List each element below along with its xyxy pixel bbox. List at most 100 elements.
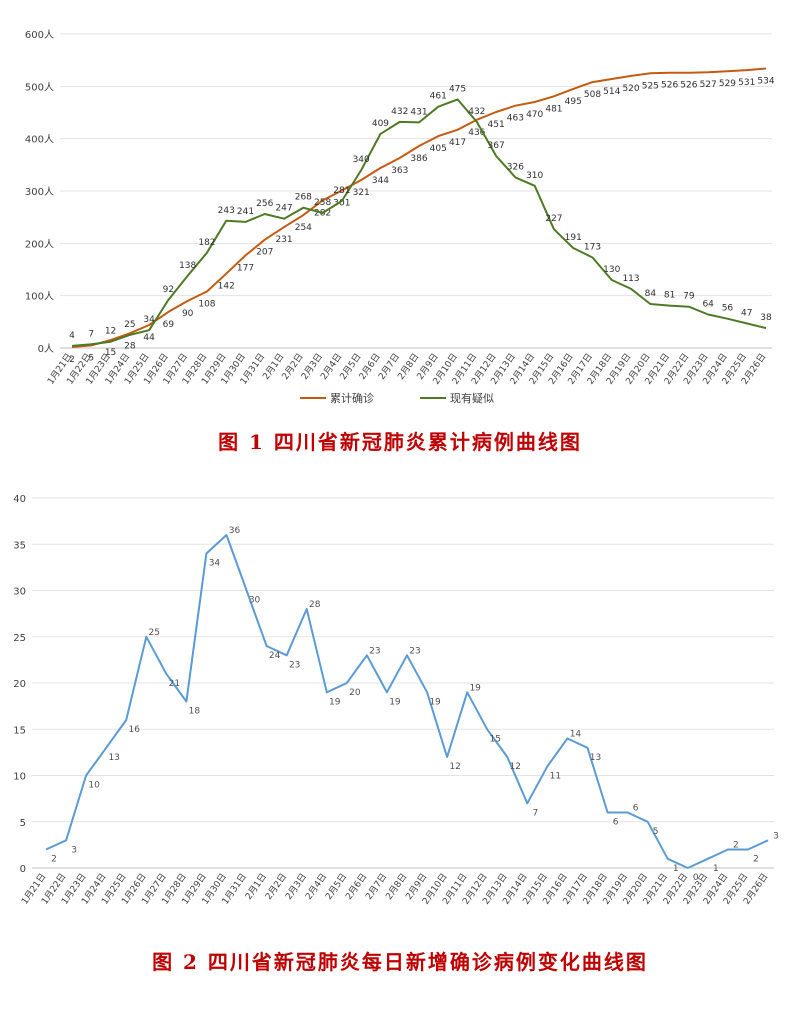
data-label: 268	[295, 193, 312, 203]
data-label: 19	[429, 697, 441, 707]
data-label: 526	[680, 81, 697, 91]
data-label: 92	[163, 285, 174, 295]
data-label: 38	[760, 313, 772, 323]
data-label: 2	[733, 841, 739, 851]
y-tick-label: 400人	[25, 134, 54, 146]
data-label: 3	[71, 845, 77, 855]
data-label: 108	[198, 299, 215, 309]
data-label: 25	[124, 320, 135, 330]
data-label: 405	[430, 144, 447, 154]
y-tick-label: 100人	[25, 291, 54, 303]
data-label: 64	[702, 300, 714, 310]
series-line-1	[45, 534, 769, 869]
data-label: 520	[622, 84, 639, 94]
data-label: 24	[269, 651, 281, 661]
data-label: 432	[468, 107, 485, 117]
data-label: 3	[773, 831, 779, 841]
data-label: 481	[545, 104, 562, 114]
data-label: 13	[590, 753, 601, 763]
data-label: 138	[179, 261, 196, 271]
daily-new-cases-svg: 05101520253035401月21日1月22日1月23日1月24日1月25…	[13, 494, 779, 907]
data-label: 432	[391, 107, 408, 117]
data-label: 11	[550, 771, 561, 781]
data-label: 495	[565, 97, 582, 107]
data-label: 227	[545, 214, 562, 224]
data-label: 301	[333, 198, 350, 208]
data-label: 21	[169, 679, 180, 689]
data-label: 525	[642, 81, 659, 91]
data-label: 2	[51, 855, 57, 865]
data-label: 16	[128, 725, 140, 735]
data-label: 431	[410, 107, 427, 117]
data-label: 19	[329, 697, 341, 707]
data-label: 409	[372, 119, 389, 129]
data-label: 2	[69, 355, 75, 365]
y-tick-label: 200人	[25, 238, 54, 250]
data-label: 10	[88, 781, 100, 791]
data-label: 142	[218, 282, 235, 292]
y-tick-label: 20	[13, 679, 26, 690]
y-tick-label: 5	[20, 818, 26, 829]
data-label: 436	[468, 128, 485, 138]
data-label: 5	[88, 353, 94, 363]
data-label: 90	[182, 309, 194, 319]
data-label: 25	[149, 628, 160, 638]
data-label: 28	[124, 341, 136, 351]
data-label: 1	[713, 864, 719, 874]
series-line-2	[71, 98, 767, 347]
data-label: 231	[275, 235, 292, 245]
data-label: 386	[410, 154, 427, 164]
data-label: 28	[309, 600, 321, 610]
y-tick-label: 500人	[25, 81, 54, 93]
y-tick-label: 35	[13, 540, 26, 551]
y-tick-label: 0人	[38, 343, 54, 355]
data-label: 79	[683, 292, 695, 302]
data-label: 20	[349, 688, 361, 698]
y-tick-label: 25	[13, 633, 26, 644]
data-label: 243	[218, 206, 235, 216]
data-label: 526	[661, 81, 678, 91]
y-tick-label: 300人	[25, 186, 54, 198]
data-label: 258	[314, 198, 331, 208]
data-label: 15	[105, 348, 116, 358]
data-label: 44	[143, 333, 155, 343]
data-label: 207	[256, 248, 273, 258]
y-tick-label: 0	[20, 864, 26, 875]
data-label: 321	[353, 188, 370, 198]
legend-label: 现有疑似	[450, 391, 494, 405]
data-label: 6	[633, 804, 639, 814]
y-tick-label: 10	[13, 772, 26, 783]
data-label: 2	[753, 855, 759, 865]
data-label: 461	[430, 92, 447, 102]
data-label: 254	[295, 223, 312, 233]
data-label: 367	[488, 141, 505, 151]
data-label: 531	[738, 78, 755, 88]
data-label: 340	[353, 155, 370, 165]
data-label: 344	[372, 176, 389, 186]
data-label: 18	[189, 707, 201, 717]
data-label: 34	[143, 315, 155, 325]
data-label: 1	[673, 864, 679, 874]
data-label: 247	[275, 204, 292, 214]
data-label: 326	[507, 162, 524, 172]
data-label: 81	[664, 291, 675, 301]
data-label: 451	[488, 120, 505, 130]
y-tick-label: 600人	[25, 29, 54, 41]
figure-2-caption: 图 2 四川省新冠肺炎每日新增确诊病例变化曲线图	[152, 950, 648, 974]
data-label: 281	[333, 186, 350, 196]
data-label: 113	[622, 274, 639, 284]
data-label: 34	[209, 559, 221, 569]
data-label: 19	[389, 697, 401, 707]
data-label: 13	[108, 753, 119, 763]
data-label: 12	[449, 762, 460, 772]
data-label: 84	[645, 289, 657, 299]
data-label: 470	[526, 110, 543, 120]
data-label: 12	[510, 762, 521, 772]
cumulative-cases-chart: 0人 100人 200人 300人 400人 500人 600人 1月21日 1月22日 1月23…	[0, 0, 800, 412]
cumulative-cases-svg: 0人100人200人300人400人500人600人1月21日1月22日1月23…	[25, 29, 775, 405]
data-label: 5	[653, 827, 659, 837]
y-tick-label: 15	[13, 725, 26, 736]
data-label: 191	[565, 233, 582, 243]
data-label: 19	[469, 683, 481, 693]
series-line-1	[71, 67, 767, 348]
